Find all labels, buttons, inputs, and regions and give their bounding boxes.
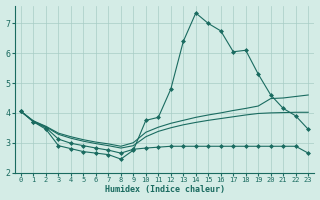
X-axis label: Humidex (Indice chaleur): Humidex (Indice chaleur) xyxy=(105,185,225,194)
